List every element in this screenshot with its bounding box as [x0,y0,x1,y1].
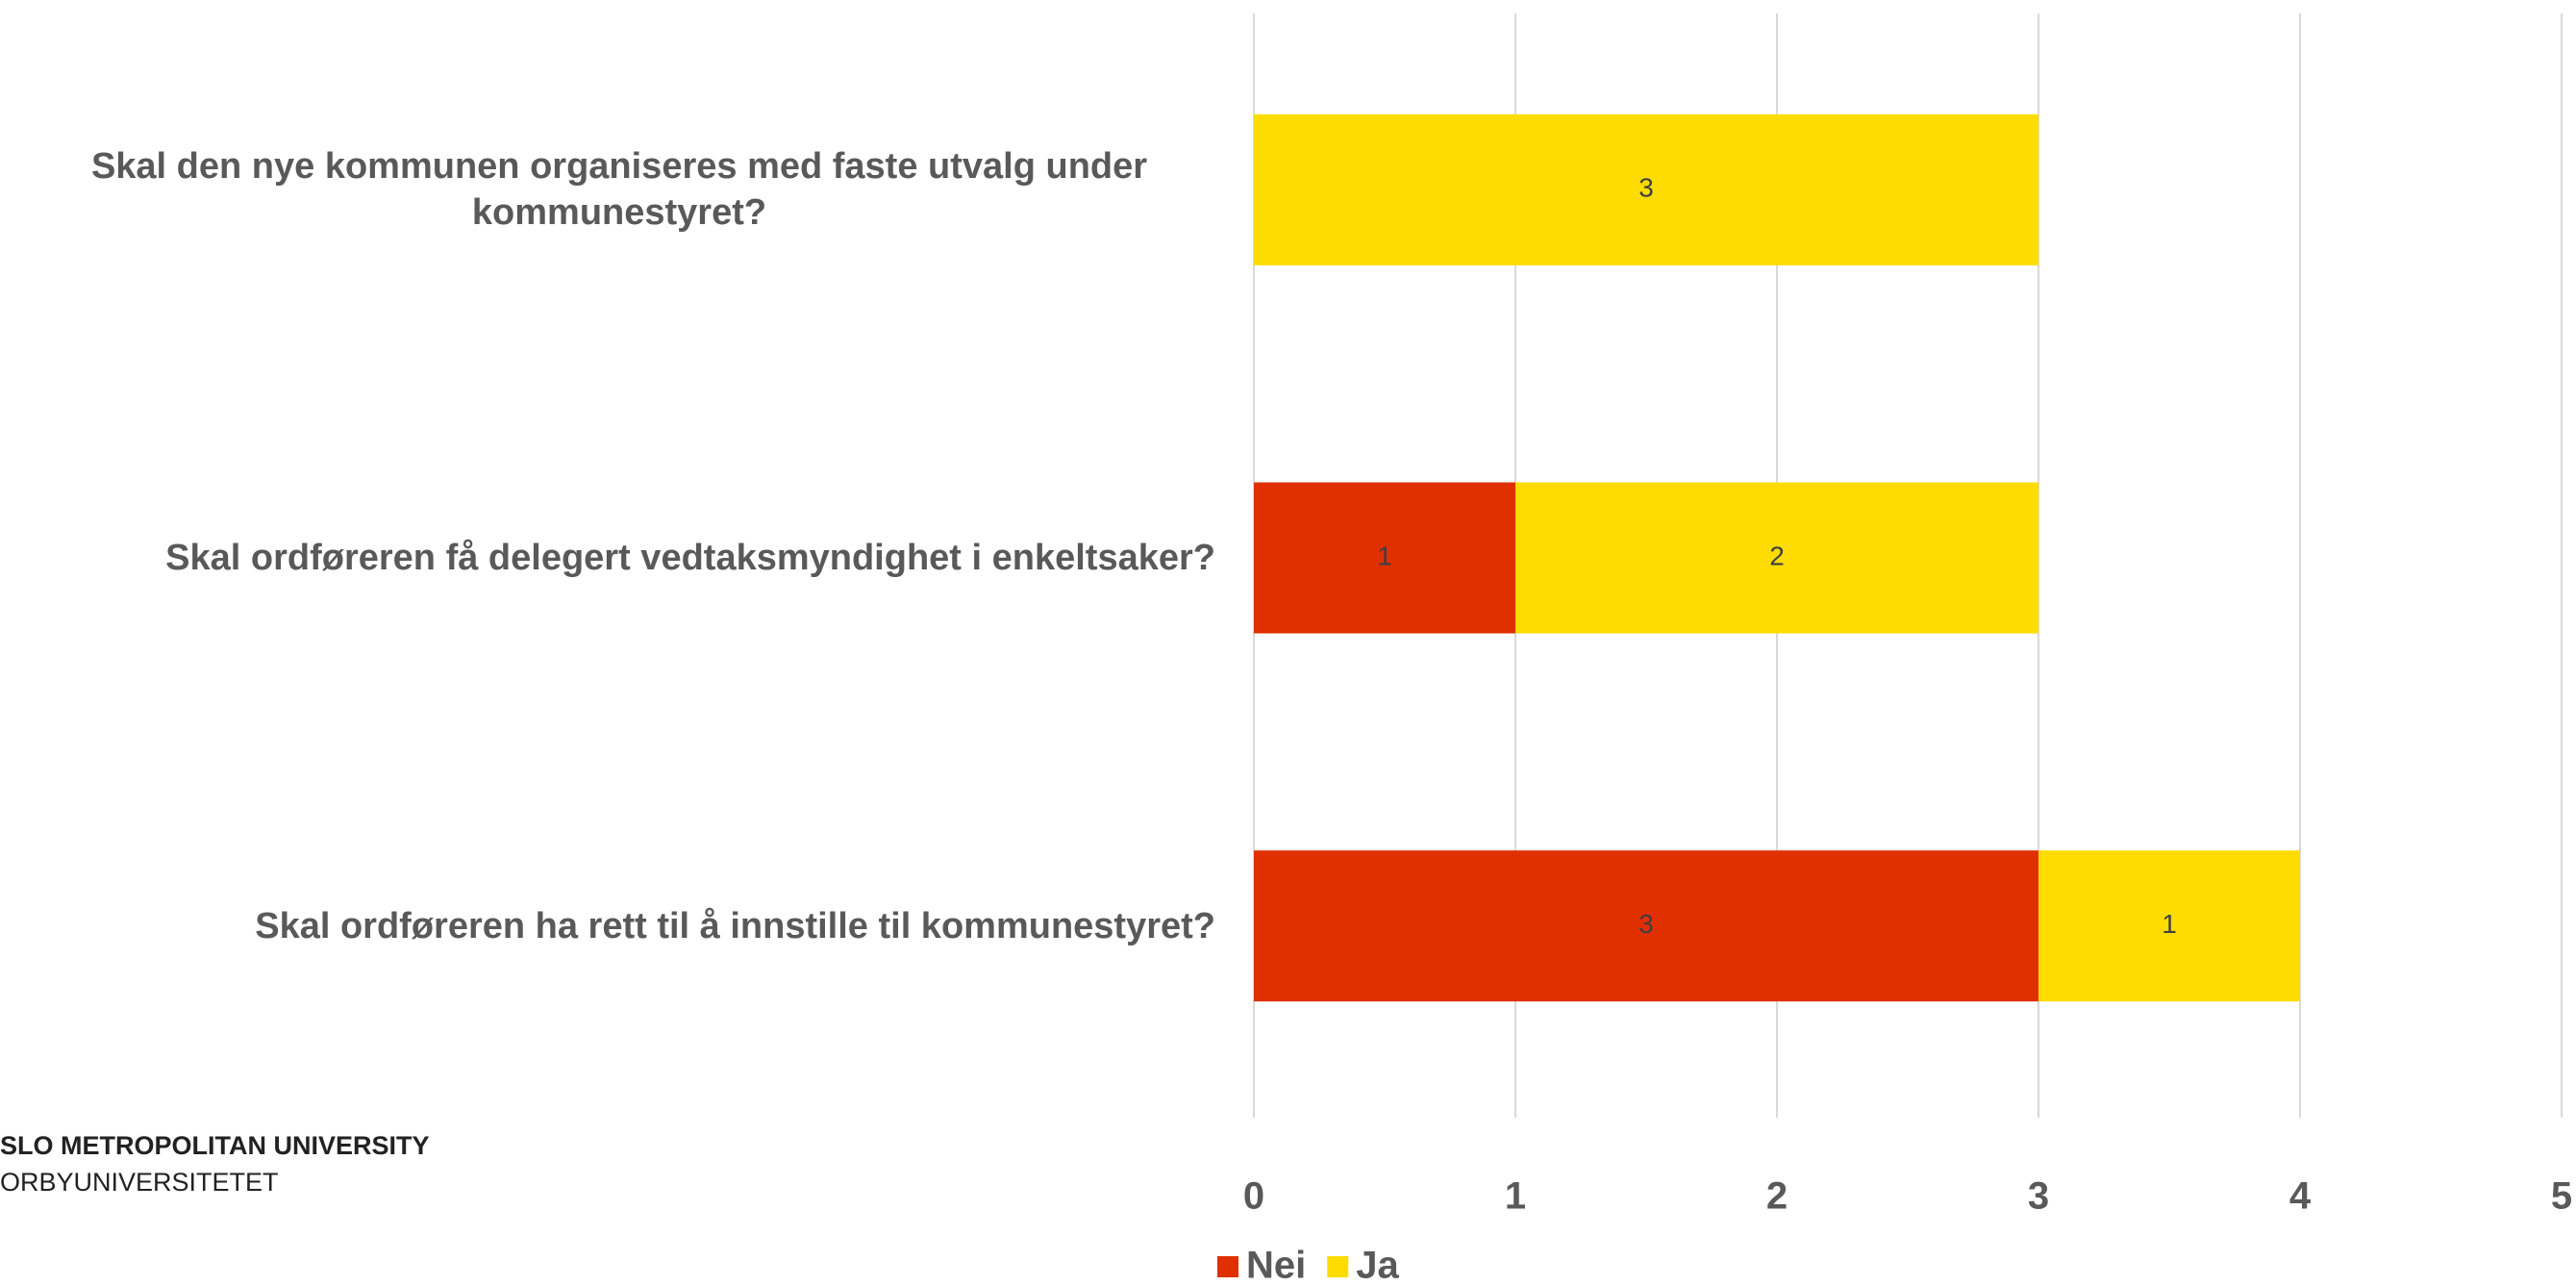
category-label: Skal ordføreren få delegert vedtaksmyndi… [165,538,1215,578]
x-tick-label: 2 [1766,1175,1788,1218]
x-tick-label: 1 [1505,1175,1526,1218]
category-label: Skal ordføreren ha rett til å innstille … [255,905,1215,946]
legend-swatch [1217,1256,1238,1277]
x-tick-label: 5 [2551,1175,2572,1218]
x-tick-label: 0 [1243,1175,1264,1218]
legend-label: Nei [1246,1245,1306,1286]
legend-label: Ja [1356,1245,1399,1286]
logo-line1: SLO METROPOLITAN UNIVERSITY [0,1131,430,1160]
bar [1254,850,2038,1002]
x-tick-label: 4 [2289,1175,2312,1218]
data-label: 3 [1638,173,1654,203]
data-label: 2 [1769,541,1785,570]
category-label: Skal den nye kommunen organiseres med fa… [90,146,1148,234]
logo-line2: ORBYUNIVERSITETET [0,1168,279,1197]
data-label: 1 [1377,541,1392,570]
bar [1254,482,1515,634]
legend-swatch [1327,1256,1349,1277]
x-tick-label: 3 [2028,1175,2049,1218]
bar [1515,482,2038,634]
data-label: 3 [1638,909,1654,939]
data-label: 1 [2162,909,2177,939]
bar [2038,850,2300,1002]
bar [1254,113,2038,265]
